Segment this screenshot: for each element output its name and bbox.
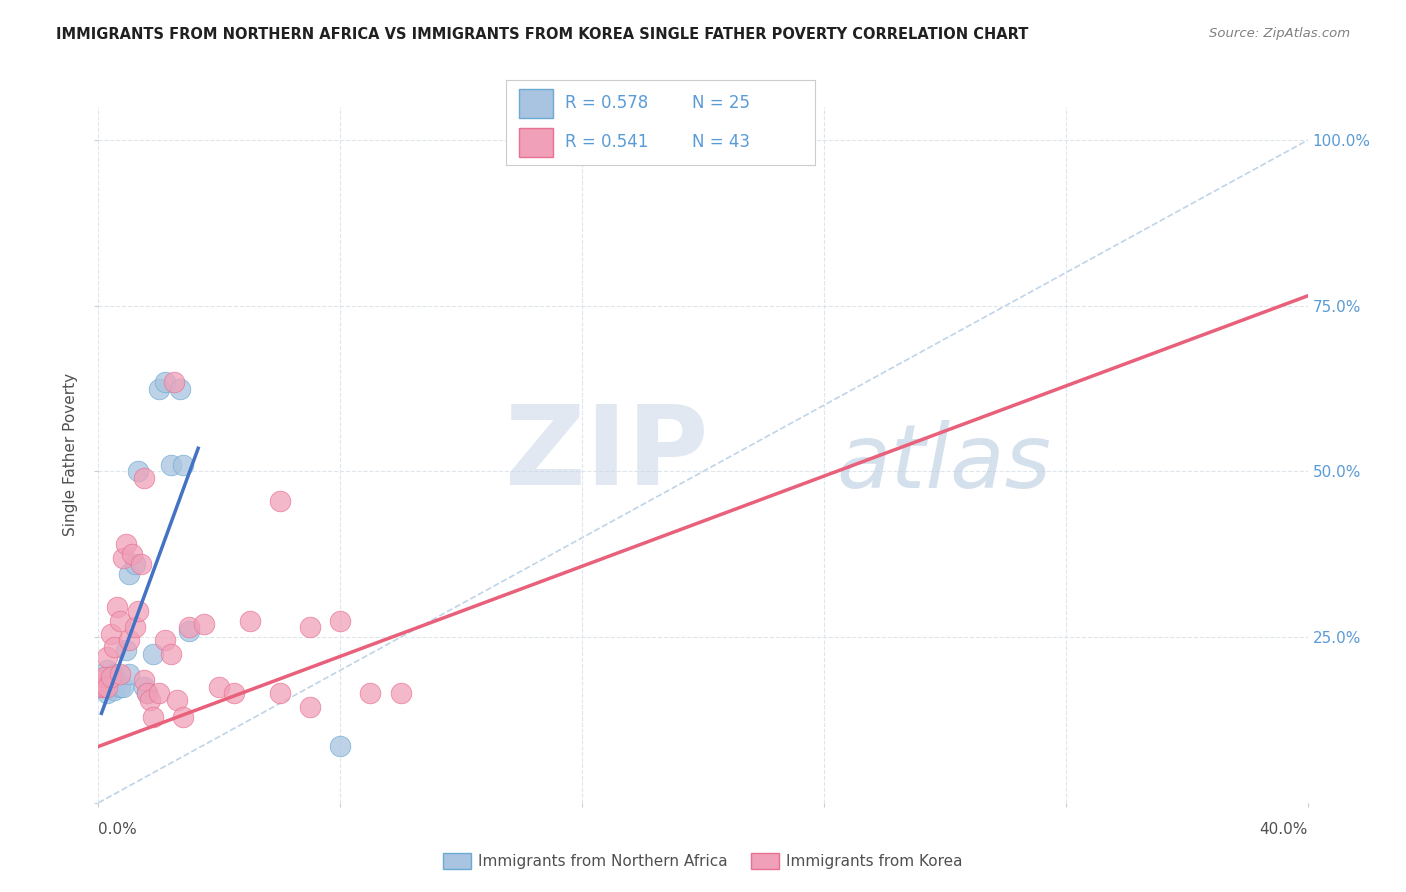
Point <box>127 465 149 479</box>
Text: R = 0.578: R = 0.578 <box>565 95 648 112</box>
Point <box>114 537 136 551</box>
Point <box>93 670 115 684</box>
Point <box>103 666 125 681</box>
Point <box>132 471 155 485</box>
Point <box>208 680 231 694</box>
Point <box>100 680 122 694</box>
Point <box>105 600 128 615</box>
Point <box>172 458 194 472</box>
Point <box>108 614 131 628</box>
Point <box>148 686 170 700</box>
Point <box>153 633 176 648</box>
Point <box>127 604 149 618</box>
Point <box>299 699 322 714</box>
Point <box>329 739 352 754</box>
Text: IMMIGRANTS FROM NORTHERN AFRICA VS IMMIGRANTS FROM KOREA SINGLE FATHER POVERTY C: IMMIGRANTS FROM NORTHERN AFRICA VS IMMIG… <box>56 27 1029 42</box>
Point <box>360 686 382 700</box>
Point <box>96 680 118 694</box>
Point <box>111 550 134 565</box>
Text: atlas: atlas <box>837 420 1050 507</box>
Point <box>160 647 183 661</box>
Point <box>179 620 201 634</box>
Point <box>269 686 291 700</box>
Text: 0.0%: 0.0% <box>98 822 138 837</box>
Point <box>389 686 412 700</box>
Point <box>179 624 201 638</box>
Point <box>96 650 118 665</box>
Text: R = 0.541: R = 0.541 <box>565 133 648 151</box>
Legend: Immigrants from Northern Africa, Immigrants from Korea: Immigrants from Northern Africa, Immigra… <box>437 847 969 875</box>
Text: 40.0%: 40.0% <box>1260 822 1308 837</box>
Point <box>142 647 165 661</box>
Point <box>172 709 194 723</box>
Text: N = 25: N = 25 <box>692 95 749 112</box>
Point <box>163 375 186 389</box>
FancyBboxPatch shape <box>519 89 553 118</box>
Text: Source: ZipAtlas.com: Source: ZipAtlas.com <box>1209 27 1350 40</box>
Point <box>135 686 157 700</box>
Y-axis label: Single Father Poverty: Single Father Poverty <box>63 374 79 536</box>
Point <box>100 670 122 684</box>
Point <box>153 375 176 389</box>
Point <box>132 680 155 694</box>
Point <box>108 680 131 694</box>
Text: ZIP: ZIP <box>505 401 709 508</box>
Point <box>132 673 155 688</box>
Point <box>142 709 165 723</box>
Point <box>160 458 183 472</box>
Point <box>193 616 215 631</box>
Point <box>103 640 125 654</box>
Point <box>118 666 141 681</box>
Point <box>269 494 291 508</box>
Point <box>90 673 112 688</box>
Point <box>90 680 112 694</box>
Point <box>299 620 322 634</box>
Point <box>118 633 141 648</box>
Point <box>103 683 125 698</box>
Point <box>148 382 170 396</box>
Point <box>93 670 115 684</box>
Point <box>166 693 188 707</box>
Point <box>118 567 141 582</box>
Point <box>135 686 157 700</box>
Point <box>111 680 134 694</box>
Point <box>124 620 146 634</box>
Point <box>105 673 128 688</box>
Point <box>723 133 745 147</box>
Point <box>108 666 131 681</box>
Point <box>329 614 352 628</box>
Point <box>100 627 122 641</box>
Point <box>239 614 262 628</box>
Point <box>139 693 162 707</box>
Point <box>96 663 118 677</box>
Point <box>114 643 136 657</box>
Text: N = 43: N = 43 <box>692 133 749 151</box>
Point <box>129 558 152 572</box>
Point <box>93 680 115 694</box>
Point <box>96 686 118 700</box>
FancyBboxPatch shape <box>519 128 553 157</box>
Point <box>90 680 112 694</box>
Point <box>121 547 143 561</box>
Point <box>124 558 146 572</box>
Point <box>224 686 246 700</box>
Point <box>169 382 191 396</box>
